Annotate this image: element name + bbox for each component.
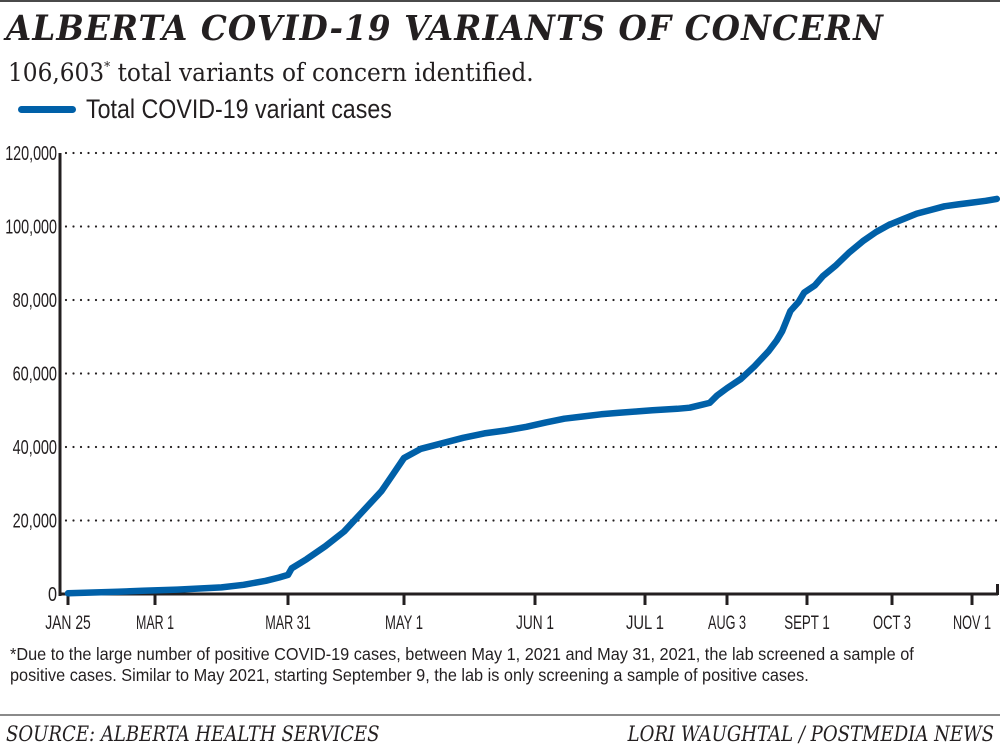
chart-title: ALBERTA COVID-19 VARIANTS OF CONCERN — [6, 8, 884, 49]
y-tick-label: 0 — [48, 584, 57, 606]
x-tick-label: OCT 3 — [873, 613, 911, 634]
y-tick-label: 120,000 — [5, 143, 57, 165]
y-axis-ticks: 0 20,000 40,000 60,000 80,000 100,000 120,000 — [5, 143, 57, 606]
legend: Total COVID-19 variant cases — [18, 94, 442, 125]
source-credit: SOURCE: ALBERTA HEALTH SERVICES — [6, 722, 380, 746]
x-tick-label: MAY 1 — [385, 613, 423, 634]
x-tick-label: SEPT 1 — [784, 613, 830, 634]
author-credit: LORI WAUGHTAL / POSTMEDIA NEWS — [627, 722, 994, 746]
footer-divider — [0, 714, 1000, 716]
x-tick-label: MAR 1 — [136, 613, 174, 634]
x-tick-label: NOV 1 — [953, 613, 991, 634]
total-count: 106,603 — [8, 58, 105, 87]
legend-swatch-line-icon — [18, 106, 76, 113]
y-tick-label: 20,000 — [13, 511, 57, 533]
subtitle-text: total variants of concern identified. — [110, 58, 534, 87]
top-rule — [0, 0, 1000, 2]
chart-subtitle: 106,603* total variants of concern ident… — [8, 58, 534, 87]
x-tick-label: JAN 25 — [45, 613, 91, 634]
x-tick-label: MAR 31 — [265, 613, 311, 634]
line-chart: 020,00040,00060,00080,000100,000120,000 … — [5, 143, 1000, 634]
legend-label: Total COVID-19 variant cases — [86, 94, 392, 124]
y-tick-label: 40,000 — [13, 437, 57, 459]
series-line-total-variant-cases — [64, 195, 1000, 597]
x-tick-label: JUL 1 — [626, 613, 664, 634]
footnote: *Due to the large number of positive COV… — [10, 644, 914, 685]
footnote-marker: * — [104, 60, 111, 75]
y-tick-label: 60,000 — [13, 364, 57, 386]
gridlines — [64, 151, 1000, 522]
x-tick-label: AUG 3 — [708, 613, 746, 634]
series-layer — [64, 195, 1000, 597]
y-tick-label: 100,000 — [5, 217, 57, 239]
y-tick-label: 80,000 — [13, 290, 57, 312]
x-axis: JAN 25 MAR 1 MAR 31 MAY 1 JUN 1 JUL 1 AUG 3 SEP… — [45, 153, 999, 634]
x-tick-label: JUN 1 — [516, 613, 554, 634]
